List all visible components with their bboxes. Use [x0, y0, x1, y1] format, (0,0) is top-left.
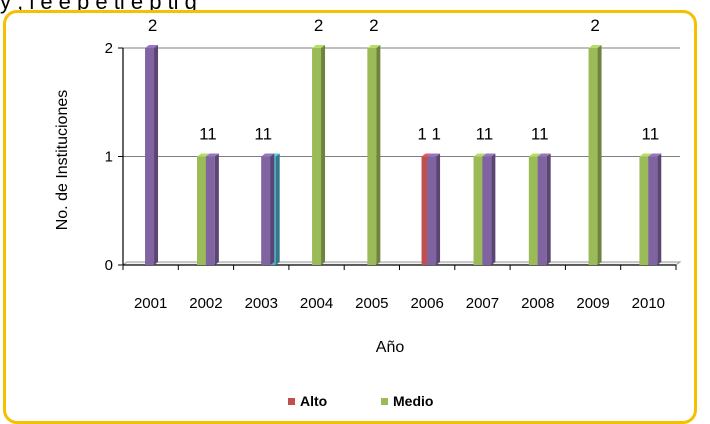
- bar-2003-s3: [261, 153, 275, 265]
- data-label: 11: [199, 125, 217, 144]
- bar-front: [473, 156, 483, 265]
- legend-label-alto: Alto: [300, 393, 327, 409]
- x-tick-label: 2003: [245, 295, 278, 312]
- y-tick-label: 0: [105, 257, 113, 274]
- data-label: 11: [642, 125, 660, 144]
- bar-2008-s3: [537, 153, 551, 265]
- bar-top: [261, 153, 275, 157]
- legend-swatch-medio: [381, 398, 388, 405]
- bar-side: [275, 153, 280, 265]
- legend-label-medio: Medio: [393, 393, 433, 409]
- x-tick-label: 2006: [410, 295, 443, 312]
- x-tick-label: 2009: [576, 295, 609, 312]
- bar-side: [491, 153, 496, 265]
- bar-side: [214, 153, 219, 265]
- bar-side: [270, 153, 275, 265]
- bar-side: [154, 45, 159, 265]
- bar-top: [639, 153, 653, 157]
- data-label: 1 1: [417, 125, 441, 144]
- data-label: 2: [148, 16, 157, 35]
- x-tick-label: 2010: [632, 295, 665, 312]
- bar-front: [639, 156, 649, 265]
- bar-top: [145, 45, 159, 48]
- x-axis-title: Año: [376, 339, 405, 356]
- bars: [145, 45, 662, 265]
- bar-side: [657, 153, 662, 265]
- bar-top: [473, 153, 487, 157]
- data-labels: 2 11 11 2 2 1 1 11 11 2 11: [148, 16, 659, 144]
- bar-2006-s3: [427, 153, 441, 265]
- bar-2010-s3: [648, 153, 662, 265]
- legend: Alto Medio: [288, 393, 433, 409]
- x-tick-label: 2008: [521, 295, 554, 312]
- y-axis-title: No. de Instituciones: [54, 90, 71, 231]
- bar-top: [528, 153, 542, 157]
- bar-2002-s3: [205, 153, 219, 265]
- bar-2004-s1: [312, 45, 326, 265]
- bar-front: [588, 48, 598, 265]
- bar-side: [321, 45, 326, 265]
- bar-front: [528, 156, 538, 265]
- x-tick-label: 2001: [134, 295, 167, 312]
- data-label: 11: [254, 125, 272, 144]
- bar-front: [145, 48, 155, 265]
- y-tick-label: 1: [105, 149, 113, 166]
- bar-2005-s1: [367, 45, 381, 265]
- bar-top: [537, 153, 551, 157]
- bar-side: [597, 45, 602, 265]
- x-tick-label: 2005: [355, 295, 388, 312]
- bar-front: [482, 156, 492, 265]
- bar-side: [546, 153, 551, 265]
- bar-front: [261, 156, 271, 265]
- bar-front: [205, 156, 215, 265]
- bar-2001-s3: [145, 45, 159, 265]
- bar-front: [421, 156, 431, 265]
- data-label: 11: [476, 125, 494, 144]
- data-label: 2: [314, 16, 323, 35]
- bar-front: [367, 48, 377, 265]
- legend-swatch-alto: [288, 398, 295, 405]
- bar-2007-s3: [482, 153, 496, 265]
- bar-top: [648, 153, 662, 157]
- x-tick-label: 2002: [189, 295, 222, 312]
- y-tick-label: 2: [105, 40, 113, 57]
- bar-front: [312, 48, 322, 265]
- x-tick-label: 2004: [300, 295, 333, 312]
- bar-front: [427, 156, 437, 265]
- bar-top: [588, 45, 602, 48]
- bar-top: [482, 153, 496, 157]
- bar-top: [367, 45, 381, 48]
- data-label: 11: [531, 125, 549, 144]
- bar-front: [648, 156, 658, 265]
- data-label: 2: [369, 16, 378, 35]
- bar-side: [376, 45, 381, 265]
- bar-front: [197, 156, 207, 265]
- data-label: 2: [590, 16, 599, 35]
- bar-side: [436, 153, 441, 265]
- chart-frame: [3, 10, 697, 424]
- bar-2009-s1: [588, 45, 602, 265]
- bar-top: [197, 153, 211, 157]
- bar-top: [205, 153, 219, 157]
- bar-top: [312, 45, 326, 48]
- x-tick-label: 2007: [466, 295, 499, 312]
- tick-labels: 0 1 2 2001 2002 2003 2004 2005 2006 2007 2008 2009 2…: [105, 40, 665, 312]
- bar-top: [427, 153, 441, 157]
- bar-front: [537, 156, 547, 265]
